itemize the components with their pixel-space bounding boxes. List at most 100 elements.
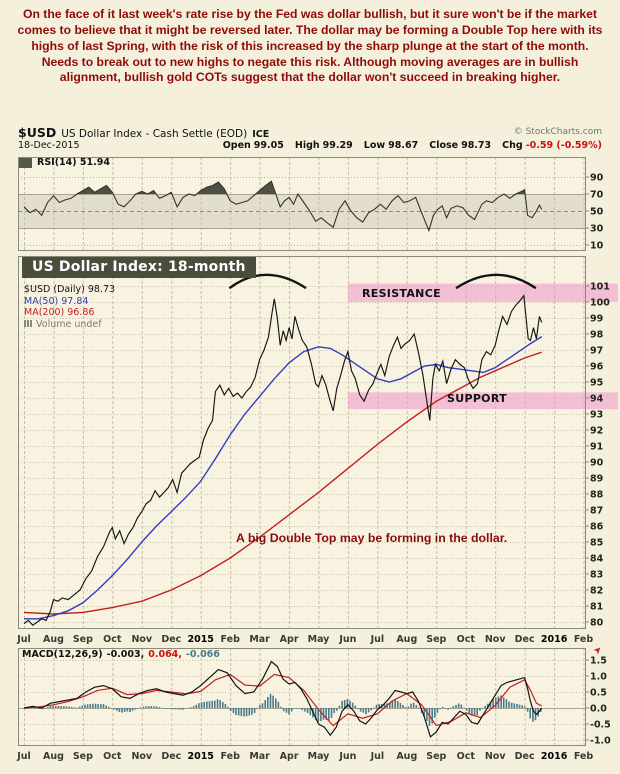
- x-axis-label: Aug: [396, 634, 417, 645]
- price-axis-label: 83: [590, 570, 603, 581]
- macd-value: -0.003,: [106, 649, 145, 660]
- price-axis-label: 80: [590, 618, 604, 629]
- double-top-arc-1: [229, 273, 307, 289]
- legend-volume: Volume undef: [24, 319, 115, 331]
- price-axis-label: 81: [590, 602, 603, 613]
- rsi-vertical-grid: [24, 157, 585, 251]
- resistance-label: RESISTANCE: [362, 287, 441, 300]
- resistance-band: [347, 283, 618, 302]
- chg-value: -0.59 (-0.59%): [525, 140, 602, 151]
- x-axis-label: Jul: [16, 634, 31, 645]
- chart-header: $USD US Dollar Index - Cash Settle (EOD) I…: [18, 125, 602, 140]
- price-legend: $USD (Daily) 98.73 MA(50) 97.84 MA(200) …: [24, 284, 115, 330]
- exchange-label: ICE: [252, 129, 270, 140]
- price-axis-label: 99: [590, 314, 603, 325]
- x-axis-label: Oct: [103, 634, 122, 645]
- copyright-label: © StockCharts.com: [513, 127, 602, 137]
- macd-panel-border: [18, 648, 586, 746]
- x-axis-label: Aug: [43, 634, 64, 645]
- x-axis-label: May: [308, 751, 331, 762]
- price-axis-label: 101: [590, 282, 610, 293]
- price-axis-label: 90: [590, 458, 604, 469]
- x-axis-label: Jun: [338, 751, 356, 762]
- chg-label: Chg: [502, 140, 523, 151]
- x-axis-label: Sep: [73, 751, 93, 762]
- macd-axis-label: 1.0: [590, 672, 607, 683]
- price-axis-label: 86: [590, 522, 604, 533]
- commentary-text: On the face of it last week's rate rise …: [17, 7, 603, 85]
- double-top-annotation: A big Double Top may be forming in the d…: [236, 531, 508, 545]
- ma200-line: [23, 351, 542, 615]
- x-axis-label: Nov: [485, 751, 506, 762]
- rsi-axis-label: 10: [590, 241, 604, 252]
- macd-axis-label: -1.0: [590, 736, 611, 747]
- x-axis-label: Mar: [249, 634, 270, 645]
- macd-vertical-grid: [24, 648, 585, 746]
- macd-histogram: [23, 693, 542, 726]
- symbol-label: $USD: [18, 125, 57, 140]
- rsi-axis-label: 50: [590, 207, 604, 218]
- rsi-panel-grip-icon[interactable]: [19, 158, 32, 168]
- low-label: Low: [363, 140, 386, 151]
- x-axis-label: Sep: [426, 751, 446, 762]
- volume-icon: [24, 319, 33, 327]
- macd-line: [23, 660, 543, 738]
- macd-axis-label: -0.5: [590, 720, 611, 731]
- macd-hist-value: -0.066: [185, 649, 220, 660]
- support-band: [347, 392, 618, 410]
- macd-name: MACD(12,26,9): [22, 649, 103, 660]
- price-axis-label: 100: [590, 298, 610, 309]
- x-axis-label: Jul: [370, 751, 385, 762]
- price-axis-label: 91: [590, 442, 603, 453]
- ohlc-quote: Open 99.05 High 99.29 Low 98.67 Close 98.73 …: [215, 140, 602, 151]
- x-axis-label: Nov: [485, 634, 506, 645]
- price-axis-label: 96: [590, 362, 604, 373]
- x-axis-label: Feb: [221, 751, 241, 762]
- price-axis-label: 93: [590, 410, 603, 421]
- macd-signal-value: 0.064,: [148, 649, 182, 660]
- x-axis-label: Oct: [457, 634, 476, 645]
- price-panel-border: [18, 256, 586, 629]
- x-axis-label: Dec: [161, 634, 181, 645]
- x-axis-label: Oct: [103, 751, 122, 762]
- x-axis-label: Oct: [457, 751, 476, 762]
- rsi-legend: RSI(14) 51.94: [37, 157, 110, 168]
- rsi-panel-border: [18, 157, 586, 251]
- rsi-axis-label: 90: [590, 173, 604, 184]
- x-axis-label: 2015: [187, 751, 213, 762]
- x-axis-label: Feb: [221, 634, 241, 645]
- x-axis-label: Sep: [426, 634, 446, 645]
- macd-legend: MACD(12,26,9) -0.003, 0.064, -0.066: [22, 649, 220, 660]
- price-axis-label: 95: [590, 378, 603, 389]
- price-axis-label: 98: [590, 330, 604, 341]
- x-axis-label: Feb: [574, 634, 594, 645]
- macd-axis-label: 0.5: [590, 688, 607, 699]
- x-axis-label: May: [308, 634, 331, 645]
- price-axis-label: 84: [590, 554, 604, 565]
- x-axis-label: Aug: [396, 751, 417, 762]
- price-axis-label: 85: [590, 538, 603, 549]
- x-axis-label: Jul: [370, 634, 385, 645]
- legend-usd: $USD (Daily) 98.73: [24, 284, 116, 295]
- rsi-value: 51.94: [79, 157, 110, 168]
- x-axis-label: Sep: [73, 634, 93, 645]
- x-axis-label: Apr: [280, 634, 299, 645]
- rsi-line: [23, 180, 543, 233]
- low-value: 98.67: [388, 140, 419, 151]
- instrument-title: US Dollar Index - Cash Settle (EOD): [61, 128, 248, 140]
- rsi-axis-label: 70: [590, 190, 604, 201]
- date-label: 18-Dec-2015: [18, 140, 80, 151]
- x-axis-label: Apr: [280, 751, 299, 762]
- price-axis-label: 88: [590, 490, 604, 501]
- price-axis-label: 97: [590, 346, 603, 357]
- x-axis-label: Nov: [131, 751, 152, 762]
- x-axis-label: Dec: [515, 634, 535, 645]
- x-axis-label: 2015: [187, 634, 213, 645]
- high-label: High: [294, 140, 320, 151]
- rsi-axis-label: 30: [590, 224, 604, 235]
- support-label: SUPPORT: [447, 392, 507, 405]
- quote-row: 18-Dec-2015 Open 99.05 High 99.29 Low 98.67…: [18, 140, 602, 151]
- rsi-name: RSI(14): [37, 157, 77, 168]
- x-axis-label: Mar: [249, 751, 270, 762]
